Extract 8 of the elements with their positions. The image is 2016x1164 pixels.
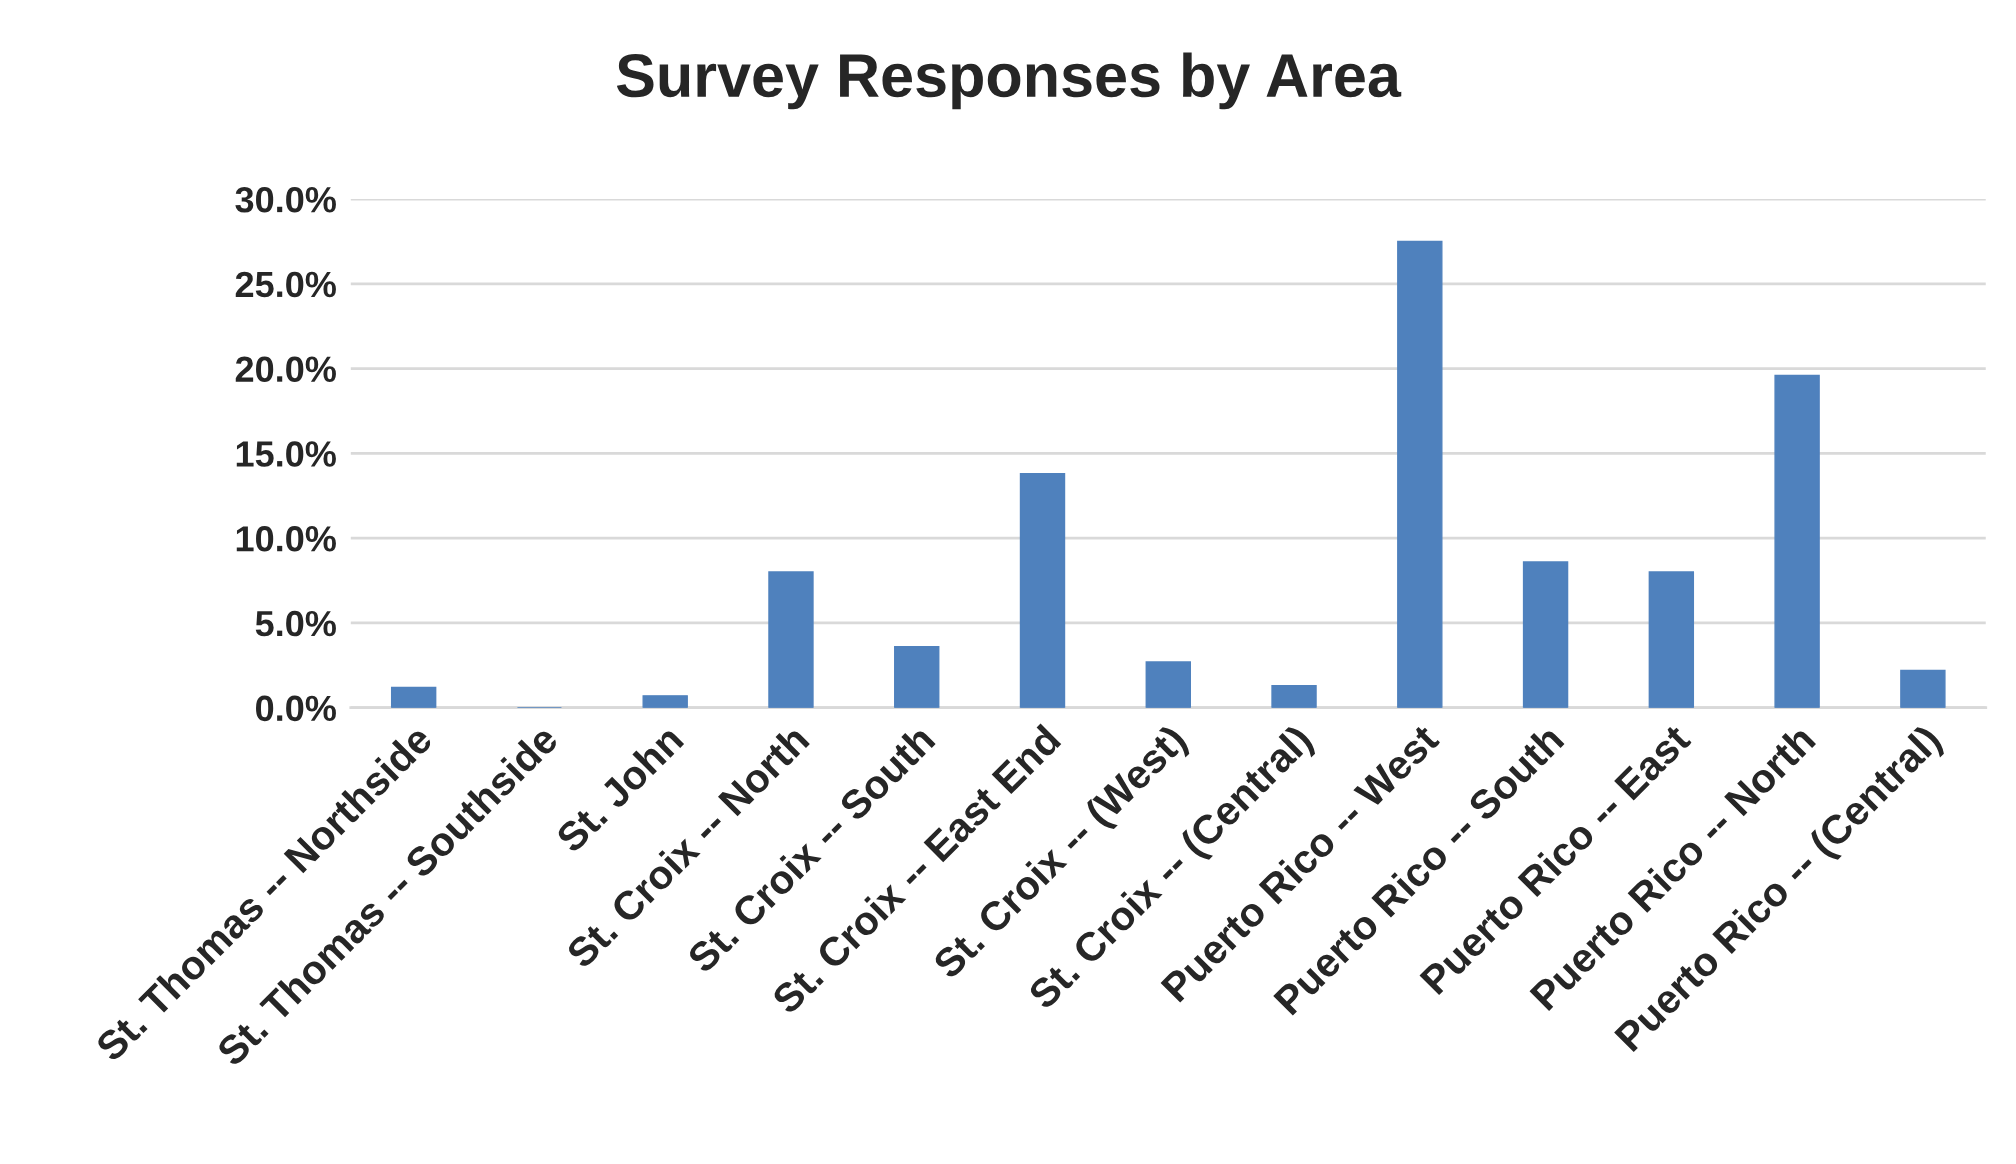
chart-title: Survey Responses by Area xyxy=(616,52,1402,110)
y-tick-label: 20.0% xyxy=(235,356,336,383)
y-tick-label: 15.0% xyxy=(236,441,336,467)
y-tick-label: 0.0% xyxy=(256,695,336,722)
y-tick-label: 30.0% xyxy=(235,186,336,213)
y-tick-label: 5.0% xyxy=(255,610,336,637)
y-tick-label: 10.0% xyxy=(236,526,336,552)
y-tick-label: 25.0% xyxy=(235,271,336,298)
